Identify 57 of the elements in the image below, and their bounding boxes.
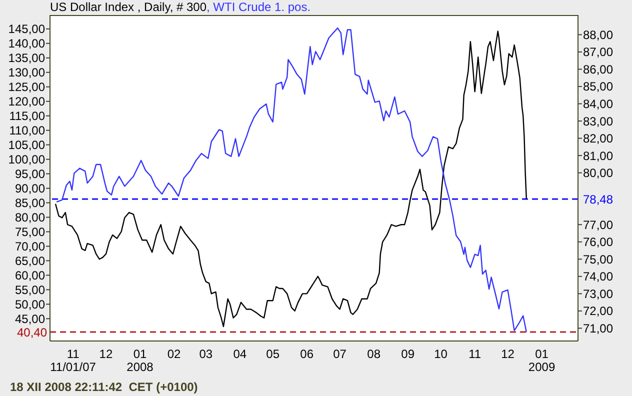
- y2-tick-label: 76,00: [583, 235, 614, 250]
- x-tick-label: 06: [300, 347, 314, 361]
- y2-tick-label: 73,00: [583, 286, 614, 301]
- ref-line-label: 78,48: [583, 192, 614, 206]
- y-tick-label: 130,00: [8, 66, 46, 80]
- text: , WTI Crude 1. pos.: [206, 0, 311, 14]
- y-tick-label: 140,00: [8, 36, 46, 51]
- x-tick-label: 10: [434, 347, 448, 361]
- x-tick-label: 11: [468, 347, 482, 361]
- ref-line-label: 40,40: [16, 325, 48, 340]
- y2-tick-label: 80,00: [583, 166, 614, 180]
- y-tick-label: 120,00: [8, 94, 46, 109]
- x-tick-label: 03: [199, 347, 213, 361]
- y-tick-label: 110,00: [9, 124, 46, 138]
- x-tick-label: 08: [367, 347, 381, 361]
- y-tick-label: 50,00: [14, 297, 46, 312]
- y2-tick-label: 74,00: [583, 270, 614, 284]
- y-tick-label: 60,00: [14, 268, 46, 282]
- y2-tick-label: 81,00: [583, 148, 614, 163]
- y-tick-label: 105,00: [8, 138, 46, 152]
- y-tick-label: 75,00: [14, 225, 46, 240]
- y-tick-label: 100,00: [8, 152, 46, 167]
- text: US Dollar Index , Daily, # 300: [50, 0, 207, 14]
- x-tick-label: 09: [401, 347, 415, 361]
- y2-tick-label: 86,00: [583, 62, 614, 76]
- x-tick-label: 01 2009: [528, 347, 556, 374]
- x-tick-label: 07: [333, 347, 347, 361]
- y2-tick-label: 83,00: [583, 114, 614, 128]
- y-tick-label: 135,00: [8, 51, 46, 66]
- x-tick-label: 01 2008: [126, 347, 154, 374]
- y-tick-label: 45,00: [14, 312, 46, 326]
- y2-tick-label: 85,00: [583, 80, 614, 94]
- y2-tick-label: 84,00: [583, 97, 614, 112]
- y-tick-label: 115,00: [9, 109, 46, 124]
- x-tick-label: 04: [233, 347, 247, 361]
- y-tick-label: 95,00: [14, 167, 46, 182]
- y2-tick-label: 72,00: [583, 304, 614, 318]
- y-tick-label: 85,00: [14, 196, 46, 210]
- y2-tick-label: 75,00: [583, 252, 614, 266]
- y-tick-label: 90,00: [14, 182, 46, 196]
- y-tick-label: 80,00: [14, 210, 46, 225]
- x-tick-label: 12: [99, 347, 113, 361]
- y-tick-label: 145,00: [8, 22, 46, 36]
- text: 18 XII 2008 22:11:42 CET (+0100): [10, 380, 198, 394]
- y2-tick-label: 88,00: [583, 28, 614, 42]
- y-tick-label: 55,00: [14, 282, 46, 297]
- x-tick-label: 12: [501, 347, 515, 361]
- x-tick-label: 02: [167, 347, 182, 361]
- y-tick-label: 65,00: [14, 254, 46, 268]
- y-tick-label: 125,00: [8, 80, 46, 94]
- x-tick-label: 11 11/01/07: [50, 347, 96, 374]
- y-tick-label: 70,00: [14, 240, 46, 254]
- y2-tick-label: 87,00: [583, 45, 614, 60]
- y2-tick-label: 82,00: [583, 132, 614, 146]
- y2-tick-label: 77,00: [583, 218, 614, 232]
- y2-tick-label: 71,00: [583, 321, 614, 336]
- x-tick-label: 05: [266, 347, 280, 361]
